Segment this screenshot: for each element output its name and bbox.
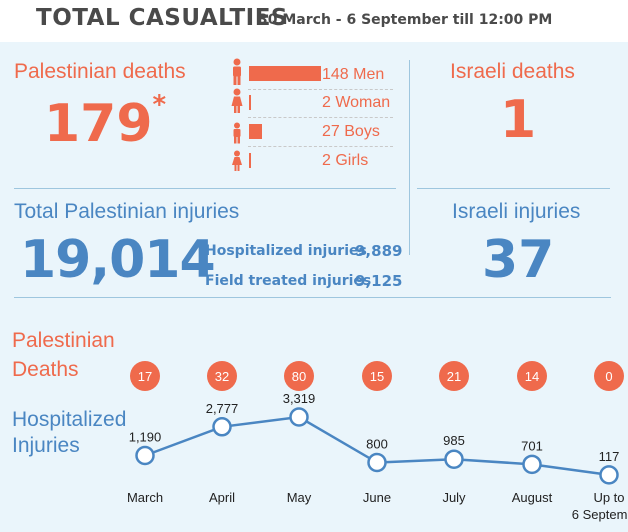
page-subtitle: 30 March - 6 September till 12:00 PM (258, 12, 553, 28)
vertical-divider (409, 60, 410, 255)
injuries-data-point (135, 445, 155, 466)
x-tick-label: March (127, 490, 163, 505)
monthly-deaths-value: 17 (130, 361, 160, 391)
monthly-deaths-label-line1: Palestinian (12, 329, 115, 352)
woman-icon (231, 88, 243, 113)
palestinian-injuries-total: 19,014 (20, 230, 216, 290)
injuries-data-label: 2,777 (206, 401, 239, 416)
horizontal-divider (14, 297, 611, 298)
monthly-deaths-value: 80 (284, 361, 314, 391)
header-bar: TOTAL CASUALTIES 30 March - 6 September … (0, 0, 628, 42)
israeli-injuries-label: Israeli injuries (452, 200, 581, 223)
israeli-deaths-total: 1 (500, 90, 537, 150)
palestinian-deaths-number: 179 (44, 94, 153, 154)
horizontal-divider (14, 188, 396, 189)
injuries-data-label: 985 (443, 433, 465, 448)
x-tick-label: July (442, 490, 466, 505)
injuries-data-point (444, 449, 464, 469)
man-icon (233, 58, 241, 85)
israeli-injuries-total: 37 (482, 230, 555, 290)
monthly-injuries-label-line2: Injuries (12, 434, 80, 457)
hospitalized-injuries-value: 9,889 (355, 242, 403, 260)
x-tick-label: April (209, 490, 235, 505)
monthly-deaths-value: 32 (207, 361, 237, 391)
bar-girls (249, 153, 251, 168)
bar-label-women: 2 Woman (322, 94, 391, 111)
injuries-data-label: 701 (521, 438, 543, 453)
palestinian-injuries-label: Total Palestinian injuries (14, 200, 240, 223)
bar-women (249, 95, 251, 110)
monthly-injuries-label-line1: Hospitalized (12, 408, 127, 431)
injuries-data-label: 117 (599, 449, 620, 464)
horizontal-divider (417, 188, 610, 189)
palestinian-deaths-label: Palestinian deaths (14, 60, 186, 83)
monthly-injuries-label: Hospitalized Injuries (12, 407, 126, 459)
x-tick-label: Up to (593, 490, 624, 505)
palestinian-deaths-total: 179* (44, 90, 166, 154)
boy-icon (233, 122, 241, 144)
bar-label-men: 148 Men (322, 66, 385, 83)
asterisk-mark: * (152, 90, 167, 120)
monthly-deaths-value: 0 (594, 361, 624, 391)
x-tick-label: August (512, 490, 553, 505)
bar-label-boys: 27 Boys (322, 123, 380, 140)
monthly-deaths-value: 14 (517, 361, 547, 391)
bar-boys (249, 124, 262, 139)
injuries-data-point (289, 407, 309, 427)
divider-dash (248, 146, 393, 147)
injuries-data-point (212, 417, 232, 437)
injuries-data-point (522, 454, 542, 475)
hospitalized-injuries-label: Hospitalized injuries (205, 243, 367, 259)
injuries-data-point (599, 465, 619, 485)
divider-dash (248, 89, 393, 90)
injuries-data-label: 800 (366, 437, 388, 452)
bar-men (249, 66, 321, 81)
monthly-deaths-label-line2: Deaths (12, 358, 79, 381)
divider-dash (248, 117, 393, 118)
injuries-data-point (367, 452, 387, 473)
injuries-data-label: 1,190 (129, 429, 162, 444)
field-treated-injuries-label: Field treated injuries (205, 273, 372, 289)
monthly-deaths-value: 21 (439, 361, 469, 391)
field-treated-injuries-value: 9,125 (355, 272, 403, 290)
page-title: TOTAL CASUALTIES (36, 5, 288, 31)
monthly-deaths-value: 15 (362, 361, 392, 391)
israeli-deaths-label: Israeli deaths (450, 60, 575, 83)
girl-icon (232, 150, 242, 171)
injuries-data-label: 3,319 (283, 391, 316, 406)
x-tick-label: May (287, 490, 312, 505)
x-tick-label: June (363, 490, 391, 505)
monthly-deaths-label: Palestinian Deaths (12, 326, 115, 384)
x-tick-label: 6 September (572, 507, 628, 522)
bar-label-girls: 2 Girls (322, 152, 369, 169)
